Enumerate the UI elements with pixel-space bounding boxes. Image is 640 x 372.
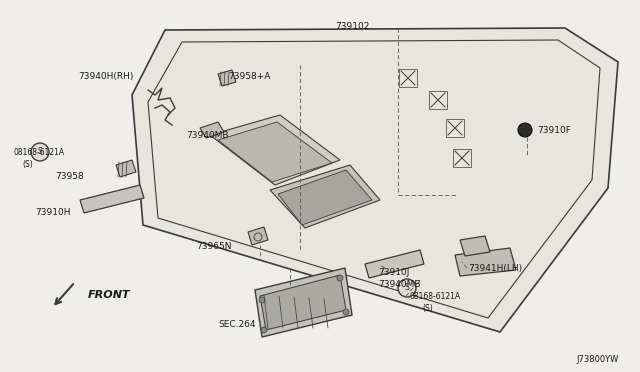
Polygon shape [255,268,352,337]
Polygon shape [218,122,332,182]
Polygon shape [200,122,224,138]
Text: (S): (S) [422,304,433,313]
Circle shape [259,297,265,303]
Circle shape [31,143,49,161]
Polygon shape [365,250,424,278]
Text: 73940MB: 73940MB [186,131,228,140]
Text: 73941H(LH): 73941H(LH) [468,264,522,273]
Text: 73965N: 73965N [196,242,232,251]
Polygon shape [260,275,346,330]
Text: 73910H: 73910H [35,208,70,217]
Circle shape [518,123,532,137]
Polygon shape [460,236,490,256]
Text: 73910J: 73910J [378,268,410,277]
Polygon shape [248,227,268,245]
Polygon shape [218,70,236,86]
Polygon shape [132,28,618,332]
Circle shape [261,327,267,333]
Text: S: S [38,148,42,157]
Polygon shape [210,115,340,185]
Text: FRONT: FRONT [88,290,131,300]
Text: 739102: 739102 [335,22,369,31]
Polygon shape [116,160,136,177]
Polygon shape [278,170,372,225]
Text: 08168-6121A: 08168-6121A [410,292,461,301]
Text: J73800YW: J73800YW [576,355,618,364]
Text: 73940MB: 73940MB [378,280,420,289]
Circle shape [337,275,343,281]
Polygon shape [270,165,380,228]
Text: S: S [404,283,410,292]
Text: 73910F: 73910F [537,126,571,135]
Text: 08168-6121A: 08168-6121A [14,148,65,157]
Polygon shape [455,248,516,276]
Text: 73940H(RH): 73940H(RH) [78,72,133,81]
Polygon shape [80,185,144,213]
Text: SEC.264: SEC.264 [218,320,255,329]
Circle shape [343,309,349,315]
Text: 73958: 73958 [55,172,84,181]
Text: (S): (S) [22,160,33,169]
Circle shape [398,279,416,297]
Text: 73958+A: 73958+A [228,72,270,81]
